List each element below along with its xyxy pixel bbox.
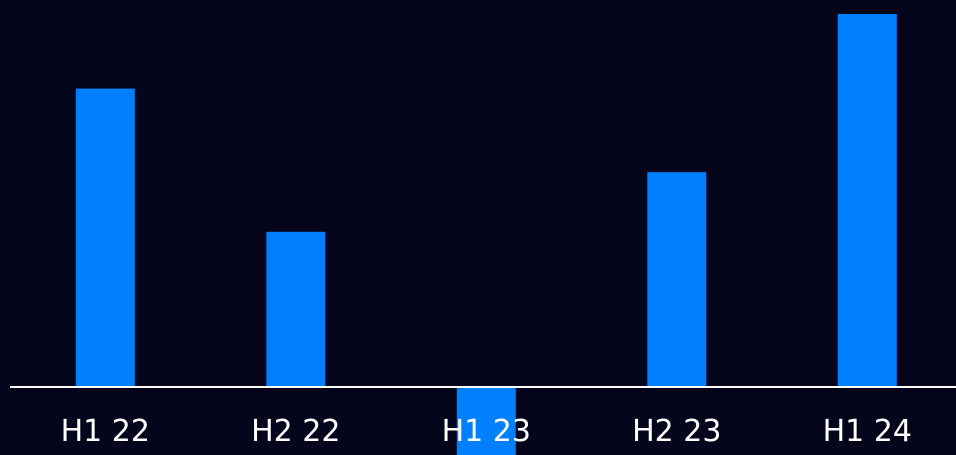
bar-h1-24	[837, 14, 897, 387]
x-tick-label: H1 22	[61, 414, 150, 449]
x-tick-label: H2 23	[632, 414, 721, 449]
bar-h2-23	[647, 172, 707, 387]
x-tick-label: H1 23	[442, 414, 531, 449]
x-tick-label: H2 22	[251, 414, 340, 449]
x-tick-label: H1 24	[823, 414, 912, 449]
bar-h1-23	[456, 387, 516, 455]
bar-h1-22	[75, 88, 135, 387]
bar-h2-22	[266, 231, 326, 387]
